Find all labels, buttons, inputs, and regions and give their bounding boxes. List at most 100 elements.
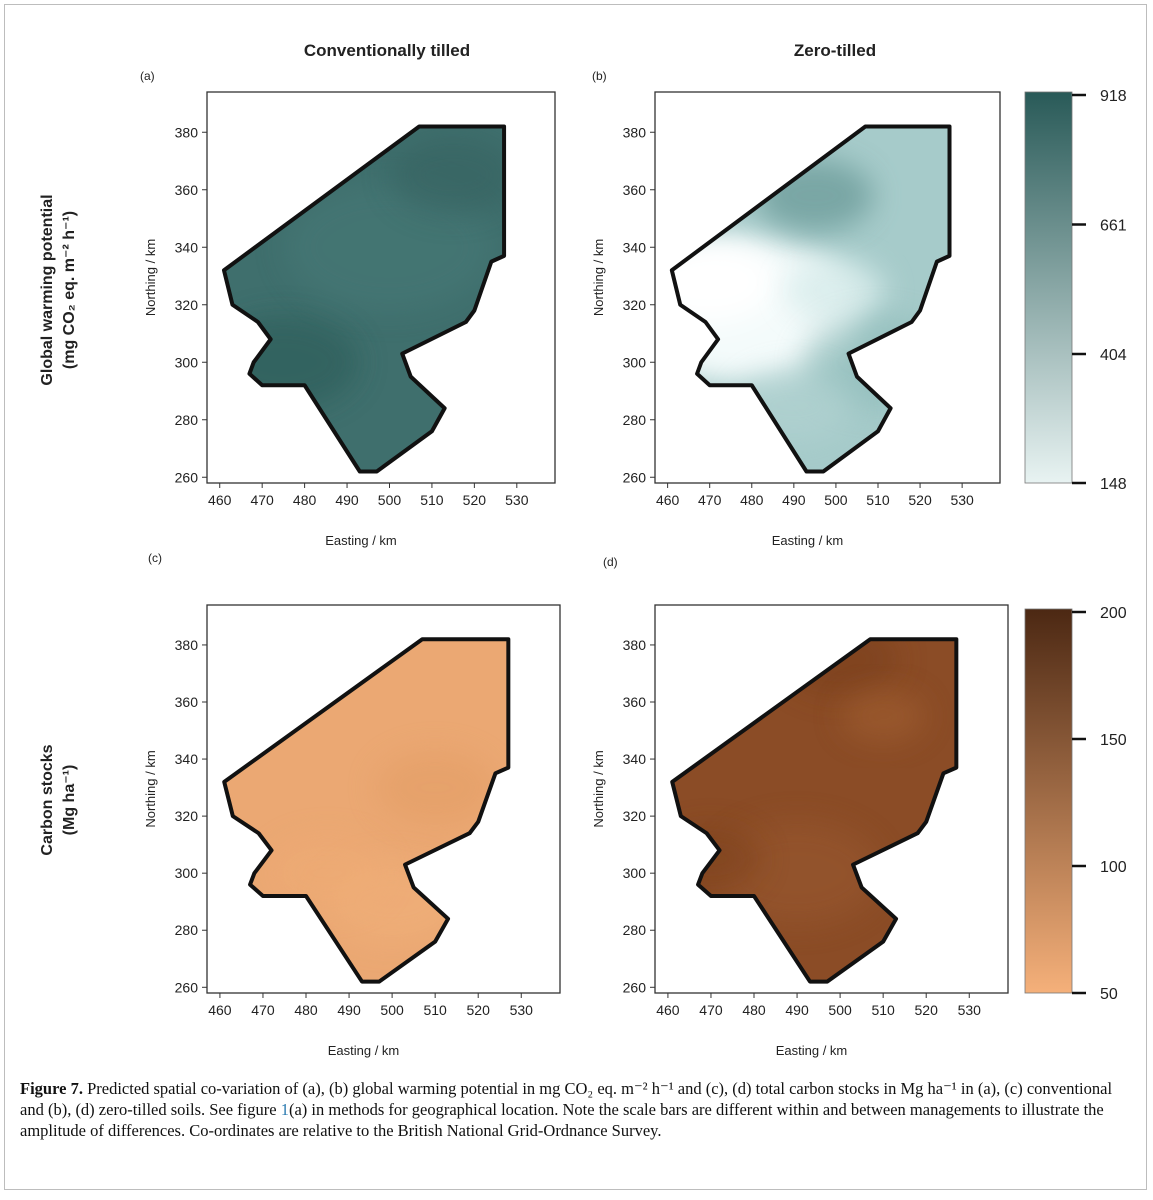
y-tick-label: 380 (623, 124, 647, 140)
x-tick-label: 500 (824, 492, 848, 508)
x-axis-label: Easting / km (328, 1043, 400, 1058)
y-tick-label: 320 (175, 297, 199, 313)
panel-label: (a) (140, 69, 155, 83)
x-tick-label: 520 (908, 492, 932, 508)
region-outline (221, 124, 507, 474)
colorbar-tick-label: 148 (1100, 476, 1127, 493)
contour-shade (376, 751, 494, 824)
x-axis-label: Easting / km (776, 1043, 848, 1058)
x-tick-label: 520 (915, 1002, 939, 1018)
row-label: Global warming potential (39, 194, 56, 385)
y-tick-label: 380 (175, 124, 199, 140)
caption: Figure 7. Predicted spatial co-variation… (20, 1078, 1135, 1141)
y-tick-label: 360 (623, 182, 647, 198)
row-label: (mg CO₂ eq. m⁻² h⁻¹) (61, 211, 78, 369)
x-tick-label: 500 (380, 1002, 404, 1018)
colorbar-tick-label: 200 (1100, 605, 1127, 622)
y-tick-label: 380 (175, 637, 199, 653)
column-title: Zero-tilled (794, 41, 876, 60)
x-tick-label: 470 (251, 1002, 275, 1018)
x-tick-label: 460 (208, 1002, 232, 1018)
x-tick-label: 470 (698, 492, 722, 508)
row-label: (Mg ha⁻¹) (61, 765, 78, 836)
colorbar (1024, 608, 1073, 994)
x-tick-label: 510 (420, 492, 444, 508)
contour-shade (284, 182, 495, 313)
x-tick-label: 520 (467, 1002, 491, 1018)
figure: Conventionally tilled Zero-tilled Global… (39, 41, 1127, 1058)
y-tick-label: 320 (623, 297, 647, 313)
y-tick-label: 300 (175, 354, 199, 370)
y-tick-label: 340 (175, 239, 199, 255)
x-tick-label: 490 (335, 492, 359, 508)
y-axis-label: Northing / km (143, 239, 158, 316)
x-axis-label: Easting / km (772, 533, 844, 548)
contour-shade (735, 368, 853, 442)
x-tick-label: 530 (510, 1002, 534, 1018)
plot-frame (654, 604, 1009, 994)
y-tick-label: 320 (623, 808, 647, 824)
x-tick-label: 480 (293, 492, 317, 508)
x-tick-label: 500 (828, 1002, 852, 1018)
x-tick-label: 470 (699, 1002, 723, 1018)
y-axis-label: Northing / km (591, 239, 606, 316)
region-outline (222, 637, 511, 984)
contour-shade (671, 240, 777, 324)
x-tick-label: 500 (378, 492, 402, 508)
x-tick-label: 490 (785, 1002, 809, 1018)
y-tick-label: 280 (175, 412, 199, 428)
y-tick-label: 260 (175, 469, 199, 485)
plot-frame (654, 91, 1001, 484)
row-label: Carbon stocks (39, 744, 56, 855)
y-tick-label: 280 (623, 412, 647, 428)
contour-shade (268, 836, 387, 910)
colorbar-tick-label: 100 (1100, 859, 1127, 876)
y-tick-label: 340 (175, 751, 199, 767)
region-outline (669, 124, 952, 474)
caption-text: (a) in methods for geographical location… (20, 1100, 1104, 1140)
y-tick-label: 320 (175, 808, 199, 824)
y-tick-label: 260 (623, 979, 647, 995)
column-title: Conventionally tilled (304, 41, 470, 60)
x-tick-label: 490 (782, 492, 806, 508)
y-tick-label: 340 (623, 239, 647, 255)
x-tick-label: 530 (950, 492, 974, 508)
x-tick-label: 510 (866, 492, 890, 508)
y-tick-label: 340 (623, 751, 647, 767)
x-tick-label: 470 (250, 492, 274, 508)
figure-link[interactable]: 1 (280, 1100, 289, 1119)
x-tick-label: 460 (656, 1002, 680, 1018)
panel-label: (b) (592, 69, 607, 83)
y-tick-label: 260 (623, 469, 647, 485)
x-tick-label: 480 (742, 1002, 766, 1018)
contour-shade (841, 690, 926, 743)
contour-shade (785, 259, 887, 322)
contour-shade (390, 136, 505, 215)
region-outline (670, 637, 959, 984)
x-axis-label: Easting / km (325, 533, 397, 548)
x-tick-label: 510 (423, 1002, 447, 1018)
y-axis-label: Northing / km (591, 750, 606, 827)
colorbar-tick-label: 150 (1100, 732, 1127, 749)
y-tick-label: 300 (175, 865, 199, 881)
panel-label: (d) (603, 555, 618, 569)
x-tick-label: 480 (740, 492, 764, 508)
caption-label: Figure 7. (20, 1079, 83, 1098)
y-tick-label: 360 (175, 694, 199, 710)
x-tick-label: 530 (505, 492, 529, 508)
y-tick-label: 300 (623, 354, 647, 370)
contour-shade (223, 315, 359, 410)
caption-text: Predicted spatial co-variation of (a), (… (20, 1079, 1113, 1119)
colorbar (1024, 91, 1073, 484)
y-axis-label: Northing / km (143, 750, 158, 827)
plot-frame (206, 604, 561, 994)
colorbar-tick-label: 661 (1100, 218, 1127, 235)
region-texture (268, 751, 494, 944)
x-tick-label: 490 (337, 1002, 361, 1018)
y-tick-label: 300 (623, 865, 647, 881)
x-tick-label: 480 (294, 1002, 318, 1018)
x-tick-label: 530 (958, 1002, 982, 1018)
x-tick-label: 510 (871, 1002, 895, 1018)
y-tick-label: 280 (623, 922, 647, 938)
